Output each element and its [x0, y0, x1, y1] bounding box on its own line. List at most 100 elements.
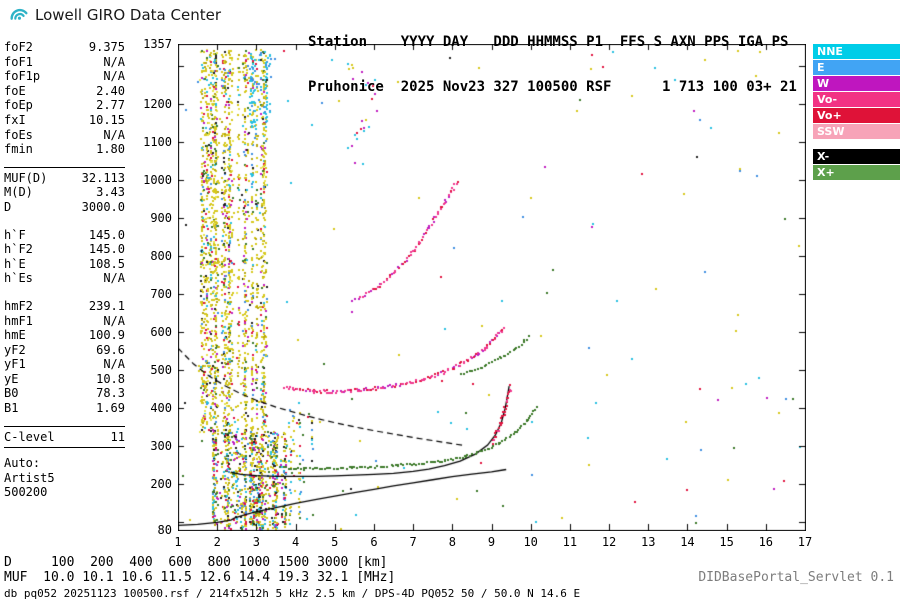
readings-panel: foF2 9.375 foF1 N/A foF1p N/A foE 2.40 foEp 2.77 f… — [4, 40, 125, 500]
servlet-version-label: DIDBasePortal_Servlet 0.1 — [698, 570, 894, 585]
reading-row-ye: yE 10.8 — [4, 372, 125, 387]
reading-row-fof1p: foF1p N/A — [4, 69, 125, 84]
legend-item-nne: NNE — [813, 44, 900, 59]
y-axis-label: 900 — [150, 210, 172, 225]
readings-group-characteristics: foF2 9.375 foF1 N/A foF1p N/A foE 2.40 foEp 2.77 f… — [4, 40, 125, 157]
legend-item-vo+: Vo+ — [813, 108, 900, 123]
readings-group-confidence: C-level 11 — [4, 425, 125, 449]
reading-value: N/A — [103, 69, 125, 84]
legend-item-ssw: SSW — [813, 124, 900, 139]
reading-value: 239.1 — [88, 298, 125, 313]
x-axis-label: 8 — [448, 535, 456, 549]
y-axis-label: 80 — [157, 523, 172, 537]
reading-value: 2.40 — [96, 83, 125, 98]
reading-label: fmin — [4, 142, 33, 157]
reading-row-yf2: yF2 69.6 — [4, 343, 125, 358]
reading-label: yF1 — [4, 357, 26, 372]
reading-row-foe: foE 2.40 — [4, 84, 125, 99]
y-axis-label: 800 — [150, 248, 172, 263]
readings-group-muf: MUF(D) 32.113 M(D) 3.43 D 3000.0 — [4, 166, 125, 215]
reading-row-md: M(D) 3.43 — [4, 185, 125, 200]
x-axis-label: 2 — [213, 535, 221, 549]
reading-row-foes: foEs N/A — [4, 128, 125, 143]
reading-row-artist5: Artist5 — [4, 471, 125, 486]
reading-value: N/A — [103, 54, 125, 69]
reading-label: hmE — [4, 328, 26, 343]
legend: NNE E W Vo- Vo+ SSW X- X+ — [813, 44, 900, 181]
reading-value: 1.80 — [96, 142, 125, 157]
reading-row-hf: h`F 145.0 — [4, 228, 125, 243]
legend-item-w: W — [813, 76, 900, 91]
x-axis-label: 16 — [758, 535, 774, 549]
reading-label: B0 — [4, 386, 19, 401]
lowell-giro-logo: Lowell GIRO Data Center — [8, 4, 221, 26]
y-axis-label: 700 — [150, 287, 172, 302]
reading-label: h`E — [4, 256, 26, 271]
reading-label: yE — [4, 371, 19, 386]
reading-value: 3000.0 — [81, 199, 125, 214]
reading-row-b0: B0 78.3 — [4, 386, 125, 401]
reading-value: 2.77 — [96, 98, 125, 113]
reading-value: 11 — [110, 429, 125, 444]
reading-value: 78.3 — [96, 386, 125, 401]
readings-group-layer-parameters: hmF2 239.1 hmF1 N/A hmE 100.9 yF2 69.6 yF1 N/A yE 1… — [4, 299, 125, 416]
reading-value: N/A — [103, 313, 125, 328]
reading-label: M(D) — [4, 185, 33, 200]
reading-row-auto: Auto: — [4, 456, 125, 471]
y-axis-label: 1000 — [143, 172, 172, 187]
x-axis-label: 15 — [719, 535, 734, 549]
readings-group-auto: Auto: Artist5 500200 — [4, 456, 125, 500]
muf-row: MUF 10.0 10.1 10.6 11.5 12.6 14.4 19.3 3… — [4, 570, 396, 585]
y-axis-label: 1100 — [143, 134, 172, 149]
x-axis-label: 13 — [641, 535, 656, 549]
reading-row-fxi: fxI 10.15 — [4, 113, 125, 128]
giro-wave-icon — [10, 8, 28, 20]
x-axis-label: 3 — [252, 535, 260, 549]
legend-item-x-: X- — [813, 149, 900, 164]
reading-row-hmf1: hmF1 N/A — [4, 314, 125, 329]
reading-value: N/A — [103, 127, 125, 142]
reading-label: MUF(D) — [4, 170, 48, 185]
x-axis-label: 4 — [291, 535, 300, 549]
reading-label: foEs — [4, 127, 33, 142]
x-axis-label: 17 — [797, 535, 813, 549]
x-axis-label: 12 — [601, 535, 617, 549]
x-axis-label: 6 — [370, 535, 378, 549]
reading-label: yF2 — [4, 342, 26, 357]
reading-value: 10.8 — [96, 371, 125, 386]
reading-label: h`F2 — [4, 242, 33, 257]
reading-row-hme: hmE 100.9 — [4, 328, 125, 343]
y-axis-label: 500 — [150, 363, 172, 378]
y-axis-label: 600 — [150, 325, 172, 340]
reading-label: D — [4, 199, 12, 214]
reading-row-yf1: yF1 N/A — [4, 357, 125, 372]
logo-text: Lowell GIRO Data Center — [35, 6, 221, 24]
readings-group-virtual-heights: h`F 145.0 h`F2 145.0 h`E 108.5 h`Es N/A — [4, 228, 125, 286]
reading-row-fof1: foF1 N/A — [4, 55, 125, 70]
reading-row-mufd: MUF(D) 32.113 — [4, 171, 125, 186]
reading-row-foep: foEp 2.77 — [4, 98, 125, 113]
reading-value: 1.69 — [96, 401, 125, 416]
reading-row-fof2: foF2 9.375 — [4, 40, 125, 55]
reading-row-fmin: fmin 1.80 — [4, 142, 125, 157]
legend-item-x+: X+ — [813, 165, 900, 180]
x-axis-label: 10 — [523, 535, 538, 549]
reading-label: h`Es — [4, 271, 33, 286]
reading-row-d: D 3000.0 — [4, 200, 125, 215]
reading-row-he: h`E 108.5 — [4, 257, 125, 272]
reading-row-clevel: C-level 11 — [4, 430, 125, 445]
reading-value: 32.113 — [81, 170, 125, 185]
reading-label: foEp — [4, 98, 33, 113]
reading-label: foF2 — [4, 40, 33, 54]
reading-label: C-level — [4, 429, 55, 444]
x-axis-label: 5 — [331, 535, 339, 549]
reading-value: 108.5 — [88, 256, 125, 271]
reading-label: Auto: — [4, 456, 41, 471]
reading-label: 500200 — [4, 485, 48, 500]
reading-label: foE — [4, 83, 26, 98]
x-axis-label: 11 — [562, 535, 578, 549]
y-axis-label: 1357 — [143, 37, 172, 51]
reading-value: 3.43 — [96, 185, 125, 200]
reading-value: 69.6 — [96, 342, 125, 357]
x-axis-label: 7 — [409, 535, 417, 549]
